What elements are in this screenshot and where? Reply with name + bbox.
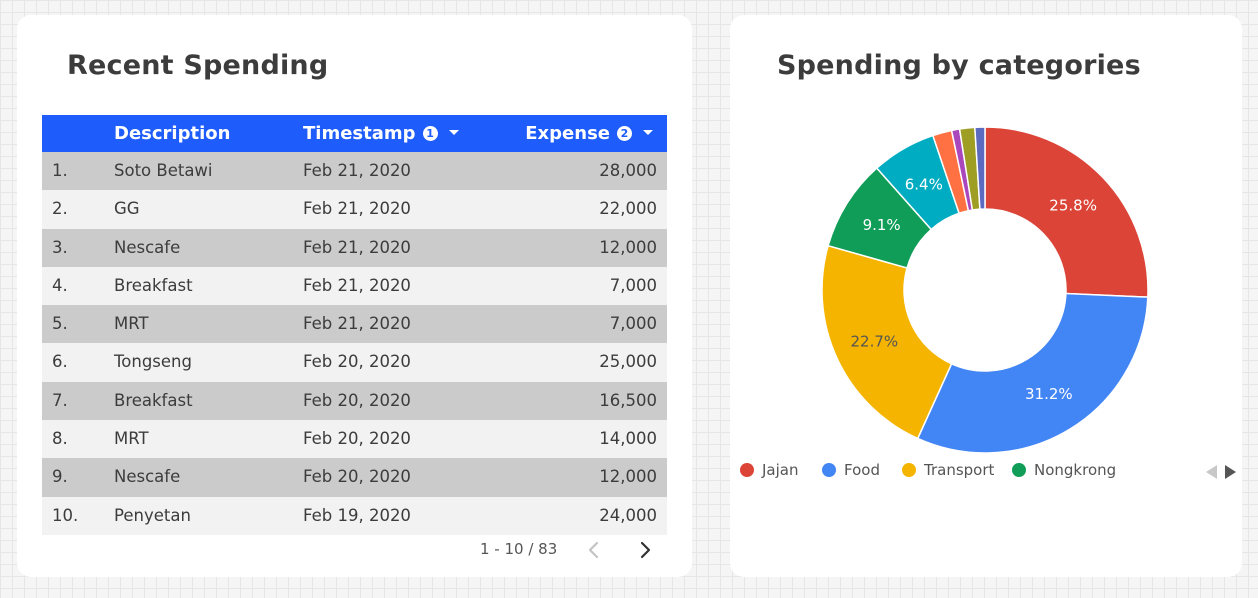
sort-order-badge: 2: [617, 126, 632, 141]
row-number: 10.: [52, 505, 79, 525]
recent-spending-card: Recent Spending Description Timestamp 1 E…: [17, 15, 692, 577]
slice-value-label: 22.7%: [851, 332, 899, 350]
row-description: GG: [114, 199, 140, 219]
legend-label: Nongkrong: [1034, 461, 1117, 479]
row-timestamp: Feb 21, 2020: [303, 275, 411, 295]
table-header: Description Timestamp 1 Expense 2: [42, 115, 667, 152]
legend-swatch: [740, 463, 754, 477]
table-row[interactable]: 9. Nescafe Feb 20, 2020 12,000: [42, 458, 667, 497]
table-row[interactable]: 2. GG Feb 21, 2020 22,000: [42, 190, 667, 229]
slice-value-label: 9.1%: [863, 216, 901, 234]
legend-label: Jajan: [762, 461, 799, 479]
row-number: 8.: [52, 429, 68, 449]
triangle-right-icon[interactable]: [1222, 463, 1238, 481]
row-expense: 16,500: [599, 390, 657, 410]
category-donut-chart: 25.8% 31.2% 22.7% 9.1% 6.4%: [821, 126, 1149, 454]
row-description: MRT: [114, 429, 149, 449]
chevron-left-icon[interactable]: [582, 538, 606, 562]
row-number: 4.: [52, 275, 68, 295]
recent-spending-title: Recent Spending: [67, 50, 329, 81]
slice-value-label: 25.8%: [1049, 197, 1097, 215]
column-header-timestamp[interactable]: Timestamp 1: [303, 115, 459, 152]
column-header-expense[interactable]: Expense 2: [525, 115, 653, 152]
donut-slice-transport[interactable]: [821, 244, 953, 440]
row-expense: 28,000: [599, 161, 657, 180]
column-header-expense-label: Expense: [525, 123, 610, 144]
legend-label: Transport: [924, 461, 995, 479]
row-timestamp: Feb 20, 2020: [303, 429, 411, 449]
row-number: 2.: [52, 199, 68, 219]
row-description: MRT: [114, 314, 149, 334]
slice-value-label: 31.2%: [1025, 385, 1073, 403]
table-row[interactable]: 7. Breakfast Feb 20, 2020 16,500: [42, 381, 667, 421]
row-timestamp: Feb 21, 2020: [303, 161, 411, 180]
row-description: Nescafe: [114, 237, 181, 257]
table-row[interactable]: 4. Breakfast Feb 21, 2020 7,000: [42, 266, 667, 306]
donut-slice-jajan[interactable]: [984, 126, 1149, 298]
table-row[interactable]: 5. MRT Feb 21, 2020 7,000: [42, 305, 667, 344]
row-number: 7.: [52, 390, 68, 410]
sort-order-badge: 1: [422, 126, 438, 141]
legend-label: Food: [844, 461, 880, 479]
row-number: 5.: [52, 314, 68, 334]
table-row[interactable]: 10. Penyetan Feb 19, 2020 24,000: [42, 496, 667, 535]
chart-legend: Nongkrong Transport Food Jajan: [740, 461, 1236, 483]
row-number: 9.: [52, 467, 68, 487]
triangle-left-icon[interactable]: [1204, 463, 1220, 481]
row-timestamp: Feb 19, 2020: [303, 505, 411, 525]
table-row[interactable]: 3. Nescafe Feb 21, 2020 12,000: [42, 228, 667, 267]
row-timestamp: Feb 21, 2020: [303, 237, 411, 257]
legend-item-food[interactable]: Food: [822, 461, 880, 483]
row-description: Nescafe: [114, 467, 181, 487]
table-row[interactable]: 8. MRT Feb 20, 2020 14,000: [42, 420, 667, 459]
legend-item-jajan[interactable]: Jajan: [740, 461, 798, 483]
row-description: Breakfast: [114, 275, 193, 295]
row-expense: 12,000: [599, 467, 657, 487]
chevron-right-icon[interactable]: [633, 538, 657, 562]
spending-by-categories-title: Spending by categories: [777, 50, 1141, 81]
legend-swatch: [1012, 463, 1026, 477]
pagination: 1 - 10 / 83: [17, 535, 692, 565]
row-timestamp: Feb 20, 2020: [303, 467, 411, 487]
row-expense: 25,000: [599, 352, 657, 372]
row-description: Penyetan: [114, 505, 191, 525]
table-row[interactable]: 1. Soto Betawi Feb 21, 2020 28,000: [42, 152, 667, 191]
table-row[interactable]: 6. Tongseng Feb 20, 2020 25,000: [42, 343, 667, 382]
legend-swatch: [822, 463, 836, 477]
recent-spending-table: Description Timestamp 1 Expense 2 1. Soto …: [42, 115, 667, 535]
row-timestamp: Feb 20, 2020: [303, 390, 411, 410]
donut-slice-other[interactable]: [974, 126, 986, 210]
row-timestamp: Feb 21, 2020: [303, 199, 411, 219]
legend-swatch: [902, 463, 916, 477]
row-expense: 12,000: [599, 237, 657, 257]
row-expense: 7,000: [609, 275, 657, 295]
pagination-range: 1 - 10 / 83: [480, 540, 558, 558]
legend-item-transport[interactable]: Transport: [902, 461, 994, 483]
row-timestamp: Feb 20, 2020: [303, 352, 411, 372]
spending-by-categories-card: Spending by categories 25.8% 31.2% 22.7% 9.…: [730, 15, 1242, 577]
row-expense: 24,000: [599, 505, 657, 525]
row-number: 3.: [52, 237, 68, 257]
row-expense: 22,000: [599, 199, 657, 219]
row-description: Breakfast: [114, 390, 193, 410]
row-expense: 7,000: [609, 314, 657, 334]
column-header-description[interactable]: Description: [114, 123, 231, 144]
row-description: Tongseng: [114, 352, 192, 372]
row-description: Soto Betawi: [114, 161, 213, 180]
donut-slice-food[interactable]: [916, 292, 1149, 454]
row-expense: 14,000: [599, 429, 657, 449]
row-timestamp: Feb 21, 2020: [303, 314, 411, 334]
column-header-timestamp-label: Timestamp: [303, 123, 416, 144]
legend-item-nongkrong[interactable]: Nongkrong: [1012, 461, 1116, 483]
row-number: 6.: [52, 352, 68, 372]
row-number: 1.: [52, 161, 68, 180]
sort-descending-icon: [448, 130, 459, 135]
sort-descending-icon: [643, 130, 653, 135]
slice-value-label: 6.4%: [905, 175, 943, 193]
